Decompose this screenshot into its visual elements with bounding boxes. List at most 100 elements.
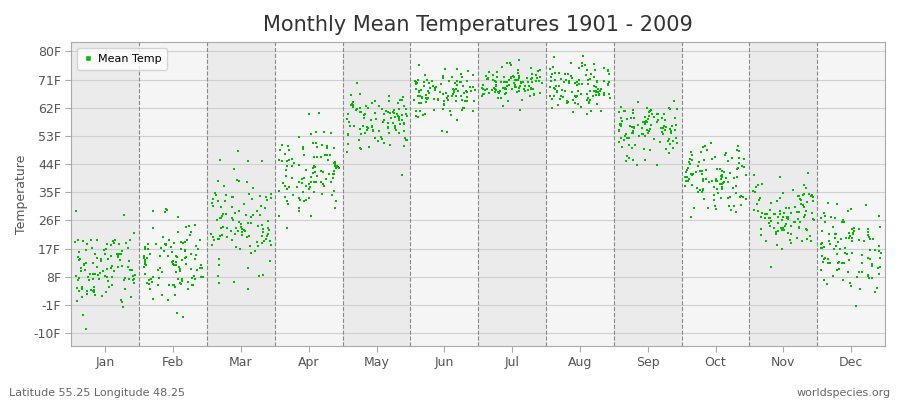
Point [635,131,650,138]
Point [431,95,446,102]
Point [511,70,526,76]
Point [526,86,540,92]
Point [776,190,790,196]
Point [436,100,451,107]
Bar [410,42,478,346]
Point [777,227,791,234]
Point [630,122,644,128]
Point [308,169,322,176]
Point [708,178,723,184]
Point [613,121,627,128]
Point [707,154,722,160]
Point [409,81,423,88]
Point [796,214,811,220]
Point [372,128,386,134]
Point [173,280,187,287]
Point [398,135,412,141]
Point [224,236,238,243]
Point [647,114,662,120]
Point [709,166,724,172]
Point [770,214,785,220]
Point [356,115,371,122]
Point [126,277,140,283]
Point [278,183,293,189]
Point [435,128,449,134]
Point [838,245,852,252]
Point [597,89,611,96]
Point [806,194,820,201]
Point [504,75,518,81]
Point [626,157,640,164]
Point [449,92,464,99]
Point [488,89,502,95]
Point [278,194,293,200]
Point [685,152,699,158]
Point [364,100,379,106]
Point [184,266,198,272]
Point [563,73,578,80]
Point [316,181,330,187]
Point [445,73,459,80]
Point [587,61,601,67]
Point [572,64,587,71]
Point [117,286,131,293]
Point [644,108,658,114]
Point [238,228,252,234]
Point [153,245,167,252]
Point [315,191,329,197]
Point [155,292,169,298]
Point [75,284,89,291]
Point [181,286,195,292]
Point [320,152,334,158]
Point [650,162,664,168]
Point [872,243,886,250]
Point [775,216,789,223]
Point [762,206,777,213]
Point [855,260,869,267]
Point [784,223,798,229]
Point [715,184,729,190]
Point [618,108,633,114]
Point [780,214,795,220]
Point [626,124,640,130]
Point [86,260,101,266]
Point [349,107,364,114]
Point [399,137,413,143]
Point [550,89,564,95]
Point [446,88,461,95]
Point [548,86,562,92]
Point [451,88,465,94]
Point [418,110,432,117]
Point [117,276,131,283]
Point [390,110,404,117]
Point [511,88,526,94]
Point [715,168,729,174]
Point [586,93,600,99]
Point [241,286,256,292]
Point [739,172,753,178]
Point [872,248,886,254]
Point [230,228,245,235]
Point [105,238,120,245]
Point [365,126,380,133]
Point [71,288,86,295]
Point [650,119,664,125]
Point [118,275,132,282]
Point [428,106,442,113]
Point [414,100,428,106]
Point [685,157,699,163]
Point [114,248,129,254]
Point [139,261,153,268]
Point [275,142,290,148]
Point [344,92,358,98]
Point [328,158,342,165]
Point [636,119,651,125]
Point [375,136,390,142]
Point [80,241,94,248]
Point [711,190,725,196]
Point [591,86,606,92]
Point [482,69,496,76]
Point [353,104,367,111]
Point [105,262,120,269]
Point [587,82,601,89]
